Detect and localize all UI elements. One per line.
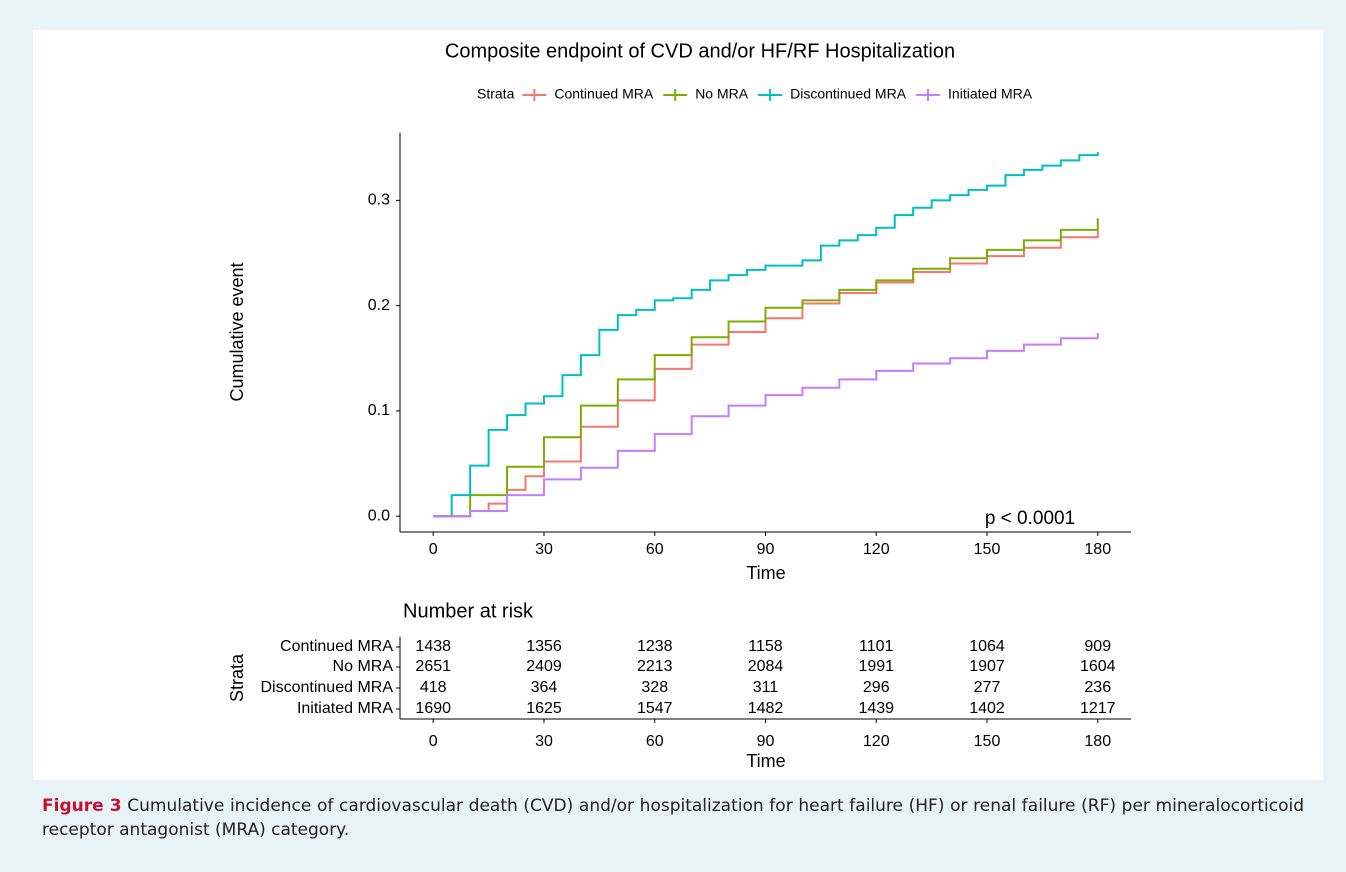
y-tick-label: 0.0 (368, 507, 390, 524)
legend-label: No MRA (695, 86, 749, 102)
x-tick-label: 180 (1084, 733, 1111, 750)
risk-count: 1482 (748, 700, 784, 717)
risk-count: 1907 (969, 658, 1005, 675)
row-label: Initiated MRA (297, 700, 393, 717)
table-x-label: Time (746, 751, 785, 771)
x-tick-label: 30 (535, 733, 553, 750)
risk-count: 1991 (858, 658, 894, 675)
x-tick-label: 90 (757, 733, 775, 750)
row-label: Discontinued MRA (261, 679, 394, 696)
x-tick-label: 120 (863, 733, 890, 750)
table-y-label: Strata (227, 653, 247, 702)
risk-count: 1690 (415, 700, 451, 717)
risk-count: 1438 (415, 638, 451, 655)
y-axis-label: Cumulative event (227, 262, 247, 401)
x-tick-label: 120 (863, 541, 890, 558)
risk-count: 1547 (637, 700, 673, 717)
risk-count: 1356 (526, 638, 562, 655)
y-tick-label: 0.2 (368, 297, 390, 314)
risk-count: 364 (531, 679, 558, 696)
x-tick-label: 0 (429, 541, 438, 558)
legend-label: Initiated MRA (948, 86, 1033, 102)
risk-count: 1101 (859, 638, 894, 655)
annotation: p < 0.0001 (985, 508, 1075, 529)
series-line (433, 151, 1099, 518)
risk-count: 1625 (526, 700, 562, 717)
x-tick-label: 180 (1084, 541, 1111, 558)
series-line (433, 218, 1099, 518)
x-tick-label: 60 (646, 733, 664, 750)
x-tick-label: 90 (757, 541, 775, 558)
row-label: No MRA (333, 658, 394, 675)
legend-title: Strata (477, 86, 515, 102)
risk-count: 277 (974, 679, 1001, 696)
legend-label: Discontinued MRA (790, 86, 907, 102)
chart: Composite endpoint of CVD and/or HF/RF H… (33, 30, 1323, 780)
caption-text: Cumulative incidence of cardiovascular d… (42, 796, 1304, 840)
x-tick-label: 150 (974, 541, 1001, 558)
x-tick-label: 0 (429, 733, 438, 750)
risk-count: 236 (1084, 679, 1111, 696)
risk-count: 1064 (969, 638, 1005, 655)
risk-count: 1604 (1080, 658, 1116, 675)
row-label: Continued MRA (280, 638, 393, 655)
risk-count: 2084 (748, 658, 784, 675)
x-tick-label: 150 (974, 733, 1001, 750)
risk-count: 1217 (1080, 700, 1116, 717)
risk-count: 1402 (969, 700, 1005, 717)
panel (33, 30, 1323, 780)
risk-count: 311 (753, 679, 779, 696)
x-axis-label: Time (746, 563, 785, 583)
risk-count: 2409 (526, 658, 562, 675)
risk-count: 2651 (415, 658, 451, 675)
risk-count: 2213 (637, 658, 673, 675)
risk-count: 1238 (637, 638, 673, 655)
caption-label: Figure 3 (42, 796, 122, 816)
caption: Figure 3 Cumulative incidence of cardiov… (42, 794, 1304, 842)
x-tick-label: 30 (535, 541, 553, 558)
legend-label: Continued MRA (554, 86, 653, 102)
risk-count: 296 (863, 679, 890, 696)
y-tick-label: 0.1 (368, 402, 390, 419)
x-tick-label: 60 (646, 541, 664, 558)
risk-count: 418 (420, 679, 447, 696)
series-line (433, 333, 1099, 518)
y-tick-label: 0.3 (368, 192, 390, 209)
risk-count: 328 (641, 679, 668, 696)
risk-count: 1158 (748, 638, 783, 655)
table-title: Number at risk (403, 600, 534, 622)
risk-count: 909 (1084, 638, 1111, 655)
chart-title: Composite endpoint of CVD and/or HF/RF H… (445, 40, 955, 62)
risk-count: 1439 (858, 700, 894, 717)
